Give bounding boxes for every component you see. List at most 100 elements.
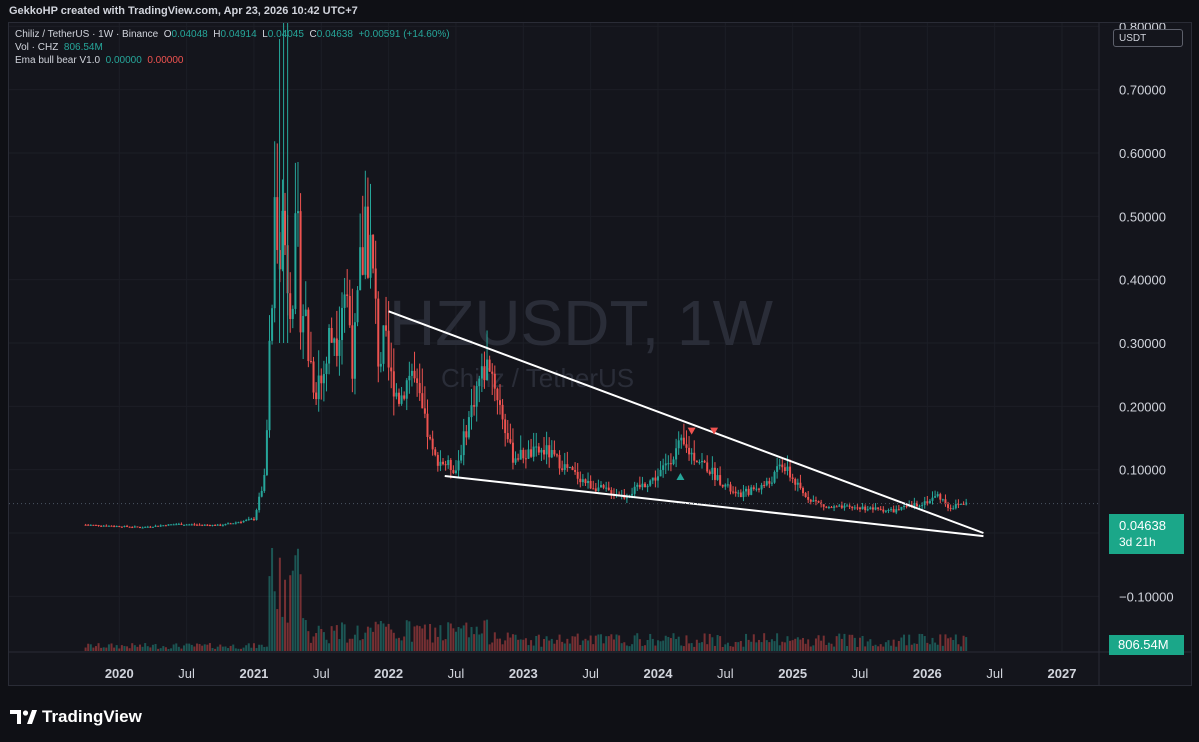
volume-bar: [651, 638, 654, 651]
candle-body: [848, 505, 851, 507]
candle-body: [107, 525, 110, 527]
candle-body: [493, 373, 496, 389]
volume-bar: [641, 645, 644, 651]
candle-body: [429, 436, 432, 439]
candle-body: [167, 524, 170, 526]
price-chart[interactable]: HZUSDT, 1W Chiliz / TetherUS 0.80000 0.7000…: [9, 23, 1191, 685]
candle-body: [675, 448, 678, 460]
volume-bars: [84, 547, 968, 651]
volume-bar: [504, 640, 507, 651]
candle-body: [247, 519, 250, 521]
volume-bar: [636, 633, 639, 651]
volume-bar: [742, 646, 745, 651]
candle-body: [514, 458, 517, 463]
volume-bar: [853, 637, 856, 651]
volume-bar: [607, 636, 610, 651]
volume-bar: [190, 644, 193, 651]
volume-bar: [659, 641, 662, 651]
candle-body: [939, 494, 942, 500]
chart-pane[interactable]: HZUSDT, 1W Chiliz / TetherUS 0.80000 0.7000…: [8, 22, 1192, 686]
volume-bar: [680, 645, 683, 651]
volume-bar: [410, 641, 413, 651]
candle-body: [540, 449, 543, 453]
candle-body: [250, 518, 253, 520]
candle-body: [224, 523, 227, 526]
volume-bar: [752, 634, 755, 651]
candle-body: [488, 359, 491, 372]
volume-bar: [908, 634, 911, 651]
volume-bar: [778, 645, 781, 651]
x-tick-label: 2026: [913, 666, 942, 681]
candle-body: [475, 386, 478, 407]
volume-bar: [356, 625, 359, 651]
volume-bar: [825, 644, 828, 651]
volume-bar: [592, 644, 595, 651]
volume-bar: [576, 633, 579, 651]
volume-bar: [439, 625, 442, 651]
candle-body: [600, 485, 603, 488]
candle-body: [271, 308, 274, 341]
volume-bar: [610, 634, 613, 651]
candle-body: [408, 375, 411, 381]
volume-bar: [206, 644, 209, 651]
candle-body: [884, 510, 887, 512]
candle-body: [656, 476, 659, 481]
volume-bar: [382, 623, 385, 651]
volume-bar: [229, 645, 232, 651]
volume-bar: [537, 634, 540, 651]
candle-body: [442, 461, 445, 465]
volume-bar: [827, 642, 830, 651]
volume-bar: [649, 633, 652, 651]
candle-body: [390, 367, 393, 372]
volume-bar: [900, 637, 903, 651]
volume-bar: [721, 646, 724, 651]
volume-bar: [553, 643, 556, 651]
candle-body: [825, 506, 828, 508]
volume-bar: [377, 624, 380, 651]
candle-body: [838, 505, 841, 507]
volume-bar: [817, 635, 820, 651]
indicator-legend: Ema bull bear V1.0 0.00000 0.00000: [15, 55, 184, 67]
candle-body: [379, 363, 382, 367]
volume-bar: [540, 646, 543, 651]
volume-bar: [203, 644, 206, 651]
candle-body: [833, 506, 836, 508]
candle-body: [568, 467, 571, 469]
candle-body: [667, 463, 670, 465]
candle-body: [356, 290, 359, 323]
volume-bar: [600, 634, 603, 651]
volume-bar: [416, 625, 419, 651]
y-tick-label: 0.40000: [1119, 273, 1166, 288]
candle-body: [486, 359, 489, 381]
candle-body: [426, 413, 429, 437]
volume-bar: [426, 639, 429, 651]
volume-bar: [177, 646, 180, 651]
candle-body: [123, 525, 126, 527]
candle-body: [392, 371, 395, 397]
candle-body: [436, 454, 439, 466]
volume-bar: [496, 638, 499, 651]
volume-bar: [884, 642, 887, 651]
volume-bar: [151, 644, 154, 651]
candle-body: [760, 484, 763, 490]
candle-body: [133, 526, 136, 528]
volume-bar: [299, 574, 302, 651]
volume-bar: [325, 639, 328, 651]
volume-bar: [247, 643, 250, 651]
volume-bar: [183, 645, 186, 651]
candle-body: [273, 197, 276, 309]
candles: [84, 23, 968, 529]
y-tick-label: 0.70000: [1119, 83, 1166, 98]
candle-body: [294, 213, 297, 309]
candle-body: [320, 375, 323, 384]
brand-name: TradingView: [42, 707, 142, 726]
candle-body: [276, 197, 279, 251]
candle-body: [188, 524, 191, 526]
candle-body: [206, 524, 209, 526]
candle-body: [962, 503, 965, 505]
currency-button[interactable]: USDT: [1113, 29, 1183, 47]
volume-bar: [791, 640, 794, 651]
candle-body: [752, 487, 755, 490]
candle-body: [372, 234, 375, 269]
